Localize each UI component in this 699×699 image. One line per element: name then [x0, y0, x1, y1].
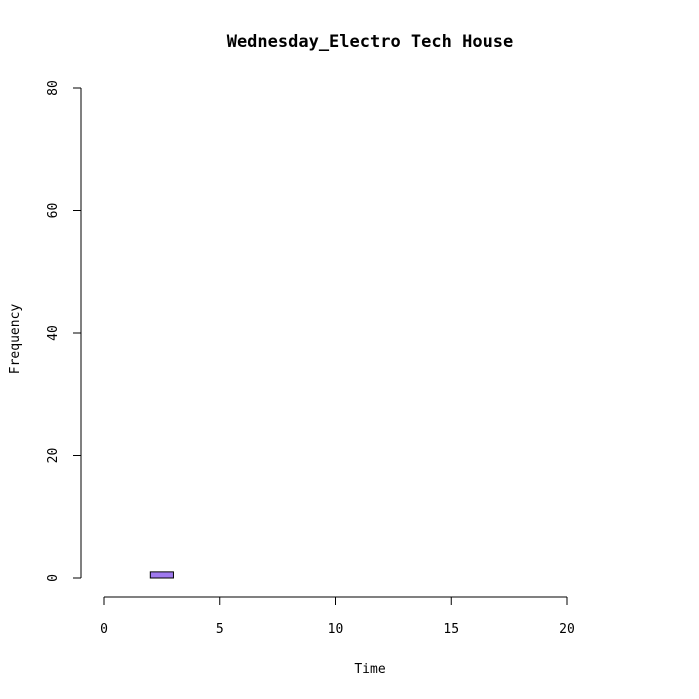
y-axis: 0 20 40 60 80 — [46, 80, 82, 582]
y-axis-label: Frequency — [8, 304, 23, 375]
histogram-bar — [149, 571, 174, 579]
x-tick-label: 15 — [443, 622, 459, 637]
x-axis: 0 5 10 15 20 — [100, 596, 575, 637]
x-tick-label: 10 — [328, 622, 344, 637]
chart-title: Wednesday_Electro Tech House — [227, 32, 514, 52]
x-tick-label: 0 — [100, 622, 108, 637]
y-tick-label: 80 — [46, 80, 61, 96]
y-tick-label: 40 — [46, 325, 61, 341]
y-tick-label: 20 — [46, 448, 61, 464]
x-tick-label: 5 — [216, 622, 224, 637]
x-tick-label: 20 — [559, 622, 575, 637]
y-tick-label: 0 — [46, 574, 61, 582]
y-tick-label: 60 — [46, 203, 61, 219]
x-axis-label: Time — [354, 662, 385, 677]
plot-area — [149, 571, 174, 579]
